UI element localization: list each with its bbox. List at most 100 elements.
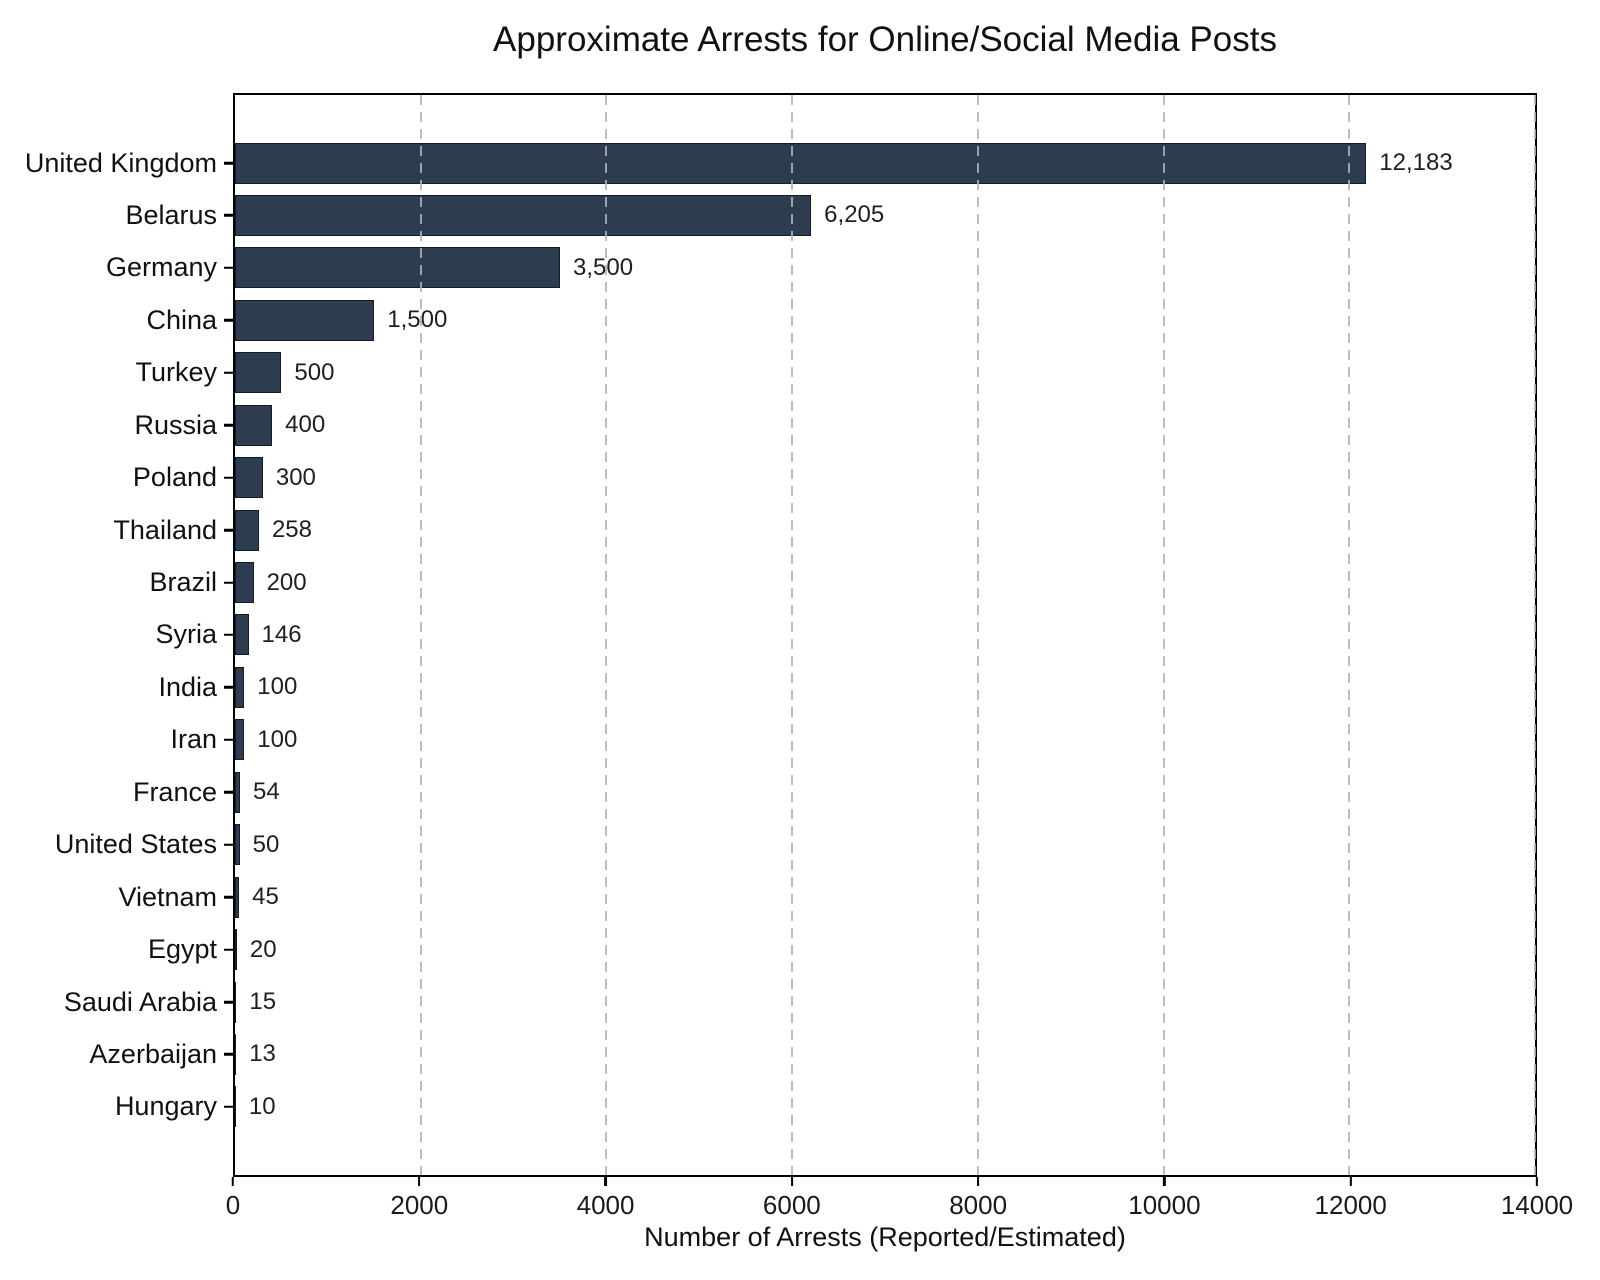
x-tick-mark bbox=[604, 1177, 607, 1186]
bar-row: Russia 400 bbox=[134, 399, 1535, 451]
bar bbox=[235, 509, 259, 551]
category-label: United Kingdom bbox=[24, 147, 217, 178]
bar-row: Syria 146 bbox=[155, 609, 1535, 661]
bar-row: Azerbaijan 13 bbox=[89, 1028, 1535, 1080]
x-tick-mark bbox=[1349, 1177, 1352, 1186]
bar-row: Vietnam 45 bbox=[118, 871, 1535, 923]
x-tick: 4000 bbox=[576, 1177, 635, 1221]
category-label: Iran bbox=[170, 724, 217, 755]
y-tick-mark bbox=[224, 1105, 233, 1109]
y-tick-mark bbox=[224, 686, 233, 689]
y-tick-mark bbox=[224, 423, 233, 427]
x-tick: 8000 bbox=[949, 1177, 1007, 1221]
bar bbox=[235, 719, 245, 761]
bar bbox=[235, 457, 263, 499]
value-label: 200 bbox=[266, 568, 307, 596]
y-tick-mark bbox=[224, 214, 233, 217]
value-label: 300 bbox=[275, 463, 316, 491]
bar bbox=[235, 876, 240, 918]
bar bbox=[235, 352, 282, 394]
category-label: Azerbaijan bbox=[89, 1038, 217, 1069]
x-tick-label: 4000 bbox=[576, 1190, 635, 1220]
y-tick-mark bbox=[224, 843, 233, 846]
x-tick-mark bbox=[1163, 1177, 1166, 1186]
category-label: Turkey bbox=[135, 357, 217, 388]
value-label: 100 bbox=[257, 725, 298, 753]
value-label: 500 bbox=[294, 358, 335, 386]
value-label: 12,183 bbox=[1379, 149, 1453, 176]
x-tick: 6000 bbox=[763, 1177, 821, 1221]
y-tick-mark bbox=[224, 581, 233, 584]
bar-row: Thailand 258 bbox=[113, 504, 1535, 556]
category-label: Russia bbox=[134, 409, 217, 440]
y-tick-mark bbox=[224, 528, 233, 532]
x-tick-mark bbox=[1535, 1177, 1539, 1186]
x-tick-mark bbox=[790, 1177, 794, 1186]
value-label: 15 bbox=[249, 988, 277, 1015]
bar bbox=[235, 1086, 236, 1128]
y-tick-mark bbox=[224, 895, 233, 899]
bar-row: Egypt 20 bbox=[148, 924, 1535, 976]
category-label: Egypt bbox=[147, 934, 217, 965]
bar bbox=[235, 929, 237, 971]
x-tick-mark bbox=[976, 1177, 980, 1186]
x-tick: 14000 bbox=[1501, 1177, 1573, 1221]
bar-row: United States 50 bbox=[55, 819, 1535, 871]
bar bbox=[235, 824, 240, 866]
x-axis-ticks: 0 2000 4000 6000 8000 10000 12000 14000 bbox=[226, 1177, 1573, 1227]
x-tick-label: 10000 bbox=[1128, 1190, 1201, 1220]
x-tick-label: 0 bbox=[225, 1190, 241, 1220]
y-tick-mark bbox=[224, 791, 233, 794]
bar bbox=[235, 1033, 237, 1075]
value-label: 13 bbox=[249, 1040, 276, 1068]
value-label: 45 bbox=[252, 883, 279, 911]
value-label: 50 bbox=[252, 830, 280, 858]
bar bbox=[235, 404, 273, 446]
category-label: Germany bbox=[105, 252, 217, 283]
bar bbox=[235, 562, 254, 603]
y-tick-mark bbox=[224, 1053, 233, 1056]
y-tick-mark bbox=[224, 266, 233, 270]
bar-row: Belarus 6,205 bbox=[125, 189, 1535, 241]
value-label: 100 bbox=[257, 673, 298, 701]
bar bbox=[235, 771, 240, 813]
x-axis-label: Number of Arrests (Reported/Estimated) bbox=[644, 1222, 1126, 1252]
bar bbox=[235, 614, 249, 656]
x-tick-mark bbox=[418, 1177, 421, 1186]
bar bbox=[235, 142, 1367, 184]
category-label: China bbox=[146, 304, 217, 335]
y-tick-mark bbox=[224, 738, 233, 742]
value-label: 1,500 bbox=[387, 306, 448, 334]
x-tick: 2000 bbox=[390, 1177, 448, 1221]
x-tick-mark bbox=[231, 1177, 235, 1186]
bar bbox=[235, 247, 560, 289]
bar-row: Poland 300 bbox=[133, 452, 1535, 504]
category-label: United States bbox=[54, 829, 217, 860]
value-label: 400 bbox=[285, 411, 326, 439]
y-tick-mark bbox=[224, 1000, 233, 1004]
y-tick-mark bbox=[224, 371, 233, 374]
x-tick: 0 bbox=[226, 1177, 240, 1221]
category-label: Brazil bbox=[149, 567, 217, 597]
bar bbox=[235, 666, 245, 708]
x-tick-label: 12000 bbox=[1314, 1190, 1387, 1220]
category-label: Poland bbox=[132, 462, 217, 493]
value-label: 20 bbox=[249, 935, 277, 963]
y-tick-mark bbox=[224, 319, 233, 322]
bar-row: Saudi Arabia 15 bbox=[64, 976, 1535, 1028]
category-label: India bbox=[158, 671, 217, 702]
category-label: Saudi Arabia bbox=[63, 986, 217, 1017]
value-label: 146 bbox=[261, 620, 302, 648]
y-tick-mark bbox=[224, 161, 233, 165]
y-tick-mark bbox=[224, 476, 233, 479]
bar bbox=[235, 299, 375, 341]
bar-row: Turkey 500 bbox=[135, 347, 1535, 399]
bar-row: Brazil 200 bbox=[149, 557, 1535, 609]
bar-row: Iran 100 bbox=[170, 714, 1535, 766]
y-tick-mark bbox=[224, 633, 233, 637]
category-label: Vietnam bbox=[118, 881, 217, 912]
x-tick: 12000 bbox=[1315, 1177, 1387, 1221]
bar-row: Hungary 10 bbox=[115, 1081, 1535, 1133]
value-label: 54 bbox=[253, 778, 280, 806]
